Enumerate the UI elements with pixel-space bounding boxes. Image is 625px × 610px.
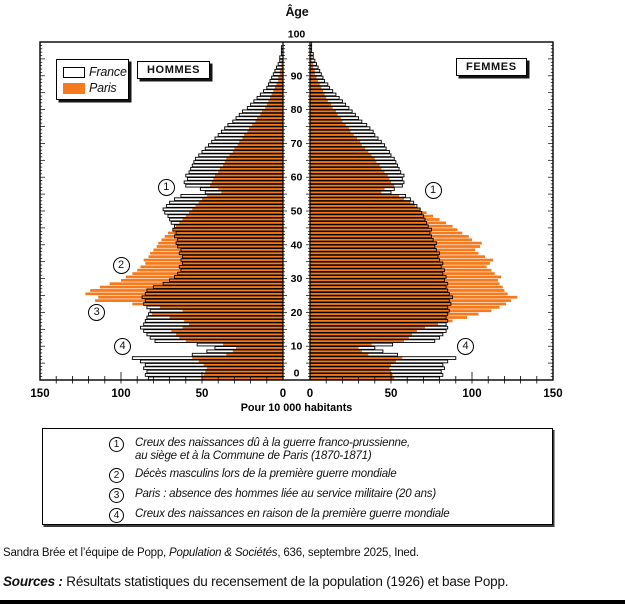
note-item-4: 4 Creux des naissances en raison de la p… (109, 508, 544, 523)
note-text-1-line-2: au siège et à la Commune de Paris (1870-… (135, 450, 372, 462)
svg-text:150: 150 (543, 388, 562, 400)
population-pyramid-figure: 0 10 20 30 40 50 60 70 80 90 100 150 100 50 0 0 50 100 150… (30, 5, 562, 415)
series-legend: France Paris (56, 59, 129, 100)
note-number-2: 2 (109, 468, 124, 483)
svg-text:150: 150 (30, 388, 49, 400)
svg-text:50: 50 (196, 388, 209, 400)
svg-text:Pour 10 000 habitants: Pour 10 000 habitants (241, 402, 353, 414)
legend-row-paris: Paris (63, 80, 128, 96)
paris-legend-label: Paris (89, 81, 117, 95)
hommes-label-box: HOMMES (137, 61, 211, 79)
note-text-4-line-1: Creux des naissances en raison de la pre… (135, 508, 450, 520)
callout-3-left: 3 (88, 303, 106, 321)
journal-name: Population & Sociétés (169, 547, 278, 559)
notes-box: 1 Creux des naissances dû à la guerre fr… (42, 428, 553, 525)
svg-text:90: 90 (291, 70, 303, 82)
callout-1-left: 1 (157, 178, 175, 196)
note-text-2: Décès masculins lors de la première guer… (135, 468, 397, 481)
svg-text:20: 20 (291, 307, 303, 319)
callout-4-right: 4 (457, 337, 475, 355)
legend-row-france: France (63, 64, 128, 80)
note-item-1: 1 Creux des naissances dû à la guerre fr… (109, 437, 544, 463)
france-swatch (63, 66, 85, 78)
svg-text:60: 60 (291, 172, 303, 184)
svg-text:50: 50 (385, 388, 398, 400)
note-number-4: 4 (109, 508, 124, 523)
footer-sources-line: Sources : Résultats statistiques du rece… (3, 574, 509, 589)
note-text-1-line-1: Creux des naissances dû à la guerre fran… (135, 437, 410, 449)
svg-text:40: 40 (291, 239, 303, 251)
sources-label: Sources : (3, 574, 67, 589)
svg-text:100: 100 (288, 29, 306, 41)
svg-text:0: 0 (294, 368, 300, 380)
footer-credit-line: Sandra Brée et l’équipe de Popp, Populat… (3, 547, 419, 559)
note-text-4: Creux des naissances en raison de la pre… (135, 508, 450, 521)
note-text-1: Creux des naissances dû à la guerre fran… (135, 437, 410, 463)
note-text-3: Paris : absence des hommes liée au servi… (135, 488, 436, 501)
svg-text:100: 100 (462, 388, 481, 400)
callout-4-left: 4 (114, 337, 132, 355)
callout-1-right: 1 (424, 182, 442, 200)
note-text-2-line-1: Décès masculins lors de la première guer… (135, 468, 397, 480)
svg-text:30: 30 (291, 273, 303, 285)
femmes-label-box: FEMMES (456, 58, 527, 76)
svg-text:10: 10 (291, 341, 303, 353)
note-number-1: 1 (109, 437, 124, 452)
credit-suffix: , 636, septembre 2025, Ined. (277, 547, 419, 559)
sources-text: Résultats statistiques du recensement de… (66, 574, 509, 589)
svg-text:70: 70 (291, 138, 303, 150)
note-item-2: 2 Décès masculins lors de la première gu… (109, 468, 544, 483)
note-item-3: 3 Paris : absence des hommes liée au ser… (109, 488, 544, 503)
svg-text:50: 50 (291, 206, 303, 218)
age-axis-title: Âge (285, 5, 309, 19)
svg-text:0: 0 (280, 388, 286, 400)
credit-prefix: Sandra Brée et l’équipe de Popp, (3, 547, 170, 559)
bottom-rule (0, 600, 625, 604)
svg-text:0: 0 (307, 388, 313, 400)
paris-swatch (63, 82, 85, 94)
note-number-3: 3 (109, 488, 124, 503)
svg-text:100: 100 (111, 388, 130, 400)
svg-text:80: 80 (291, 104, 303, 116)
callout-2-left: 2 (112, 256, 130, 274)
note-text-3-line-1: Paris : absence des hommes liée au servi… (135, 488, 436, 500)
france-legend-label: France (89, 65, 127, 79)
